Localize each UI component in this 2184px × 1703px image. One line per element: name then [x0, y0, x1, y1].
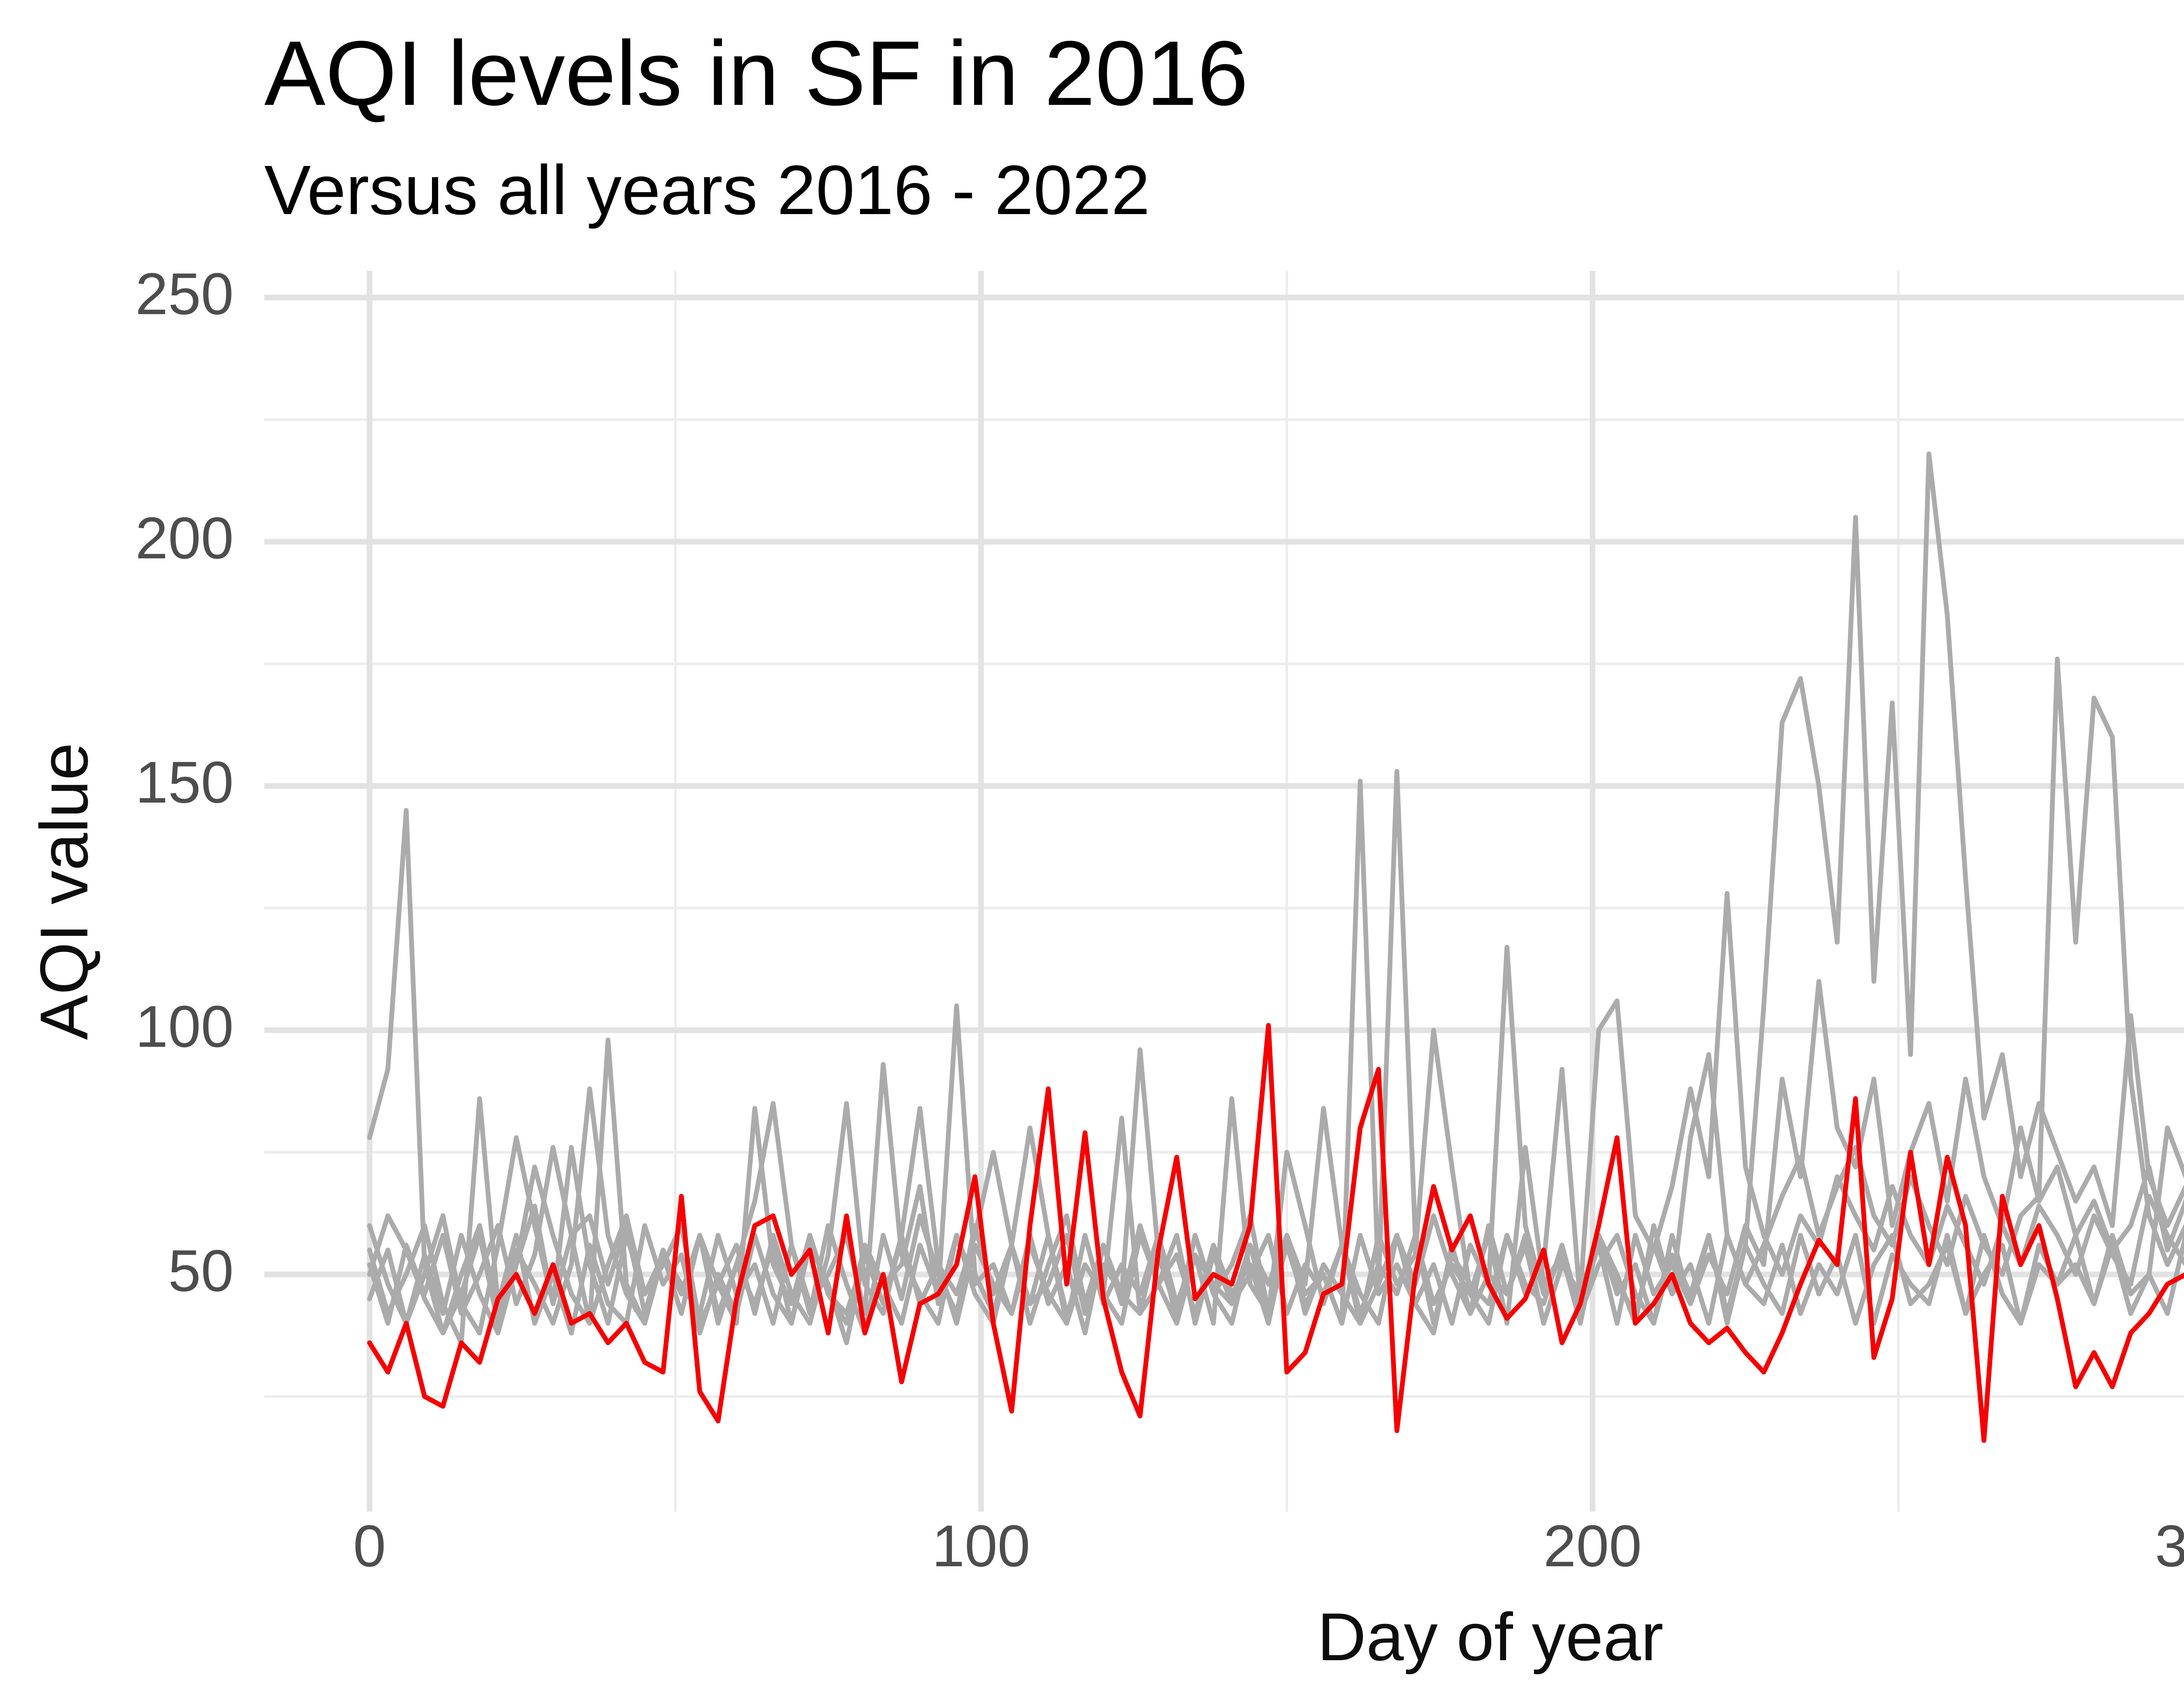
x-axis-tick-labels: 0 100 200 300 [353, 1513, 2184, 1579]
x-tick-label-0: 0 [353, 1513, 386, 1579]
plot-series-lines [367, 451, 2184, 1443]
series-line-2022 [367, 1066, 2184, 1326]
y-tick-label-150: 150 [135, 749, 234, 815]
chart-title: AQI levels in SF in 2016 [264, 22, 1248, 125]
y-tick-label-250: 250 [135, 261, 234, 327]
x-axis-title: Day of year [1317, 1599, 1664, 1675]
series-line-2016 [367, 1023, 2184, 1443]
chart-subtitle: Versus all years 2016 - 2022 [264, 151, 1150, 229]
x-tick-label-300: 300 [2155, 1513, 2184, 1579]
y-tick-label-50: 50 [168, 1238, 234, 1304]
x-tick-label-200: 200 [1543, 1513, 1641, 1579]
y-axis-tick-labels: 50 100 150 200 250 [135, 261, 234, 1304]
y-tick-label-200: 200 [135, 505, 234, 571]
y-axis-title: AQI value [26, 743, 102, 1040]
x-tick-label-100: 100 [932, 1513, 1030, 1579]
y-tick-label-100: 100 [135, 993, 234, 1059]
